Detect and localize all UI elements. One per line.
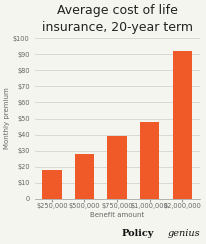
Y-axis label: Monthly premium: Monthly premium (4, 88, 10, 149)
Bar (140, 122, 159, 199)
Bar (173, 51, 192, 199)
Text: Policy: Policy (122, 229, 154, 238)
Bar (75, 154, 94, 199)
Text: genius: genius (167, 229, 200, 238)
Bar (107, 136, 127, 199)
Title: Average cost of life
insurance, 20-year term: Average cost of life insurance, 20-year … (42, 4, 193, 34)
X-axis label: Benefit amount: Benefit amount (90, 212, 144, 218)
Bar (42, 170, 62, 199)
